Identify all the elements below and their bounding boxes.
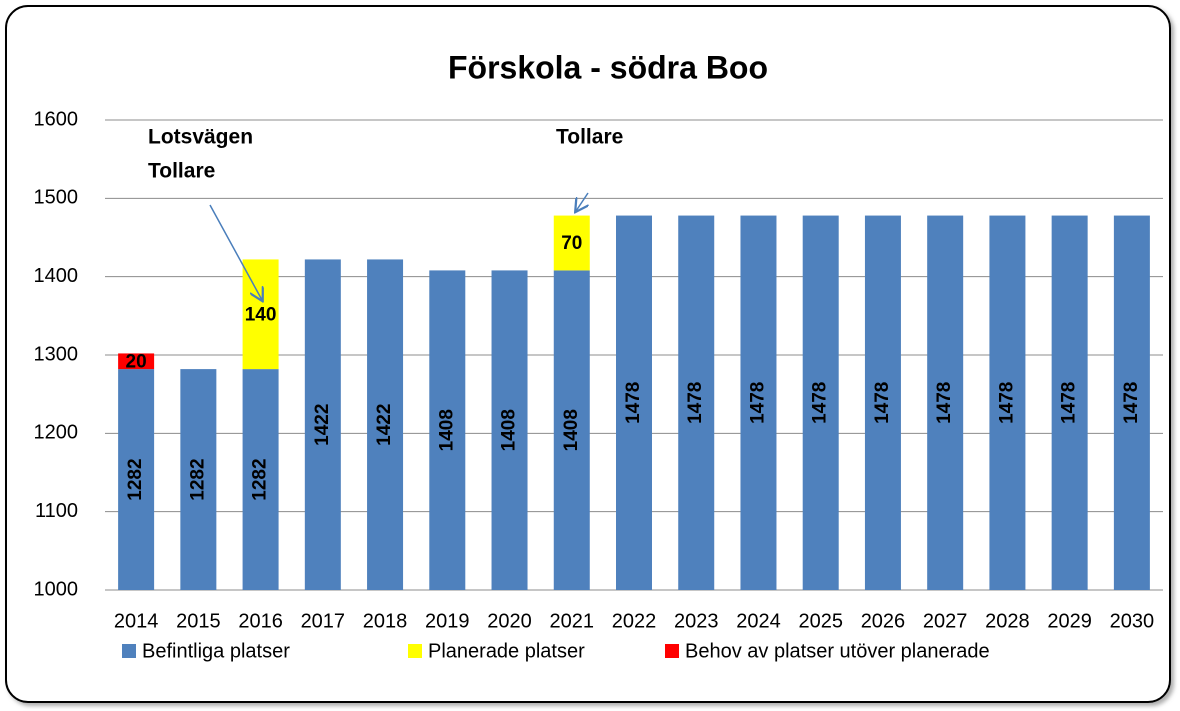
x-tick-label: 2014 (114, 610, 159, 632)
x-tick-label: 2029 (1047, 610, 1092, 632)
y-tick-label: 1200 (34, 422, 79, 444)
data-label: 1478 (996, 382, 1017, 424)
data-label: 1478 (685, 382, 706, 424)
data-label: 1408 (561, 409, 582, 451)
x-tick-label: 2024 (736, 610, 781, 632)
x-tick-label: 2030 (1110, 610, 1155, 632)
x-tick-label: 2023 (674, 610, 719, 632)
x-tick-label: 2025 (798, 610, 843, 632)
data-label: 1408 (499, 409, 520, 451)
data-label: 20 (126, 351, 147, 372)
legend-swatch (665, 644, 679, 658)
data-label: 1282 (250, 458, 271, 500)
bar-segment (118, 353, 155, 370)
data-label: 1478 (810, 382, 831, 424)
x-tick-label: 2028 (985, 610, 1030, 632)
bar-segment (864, 215, 901, 591)
legend-label: Behov av platser utöver planerade (685, 640, 990, 662)
y-tick-label: 1300 (34, 343, 79, 365)
bar-segment (118, 369, 155, 590)
data-label: 1282 (187, 458, 208, 500)
legend-swatch (408, 644, 422, 658)
bar-segment (180, 369, 217, 590)
bar-segment (553, 215, 590, 271)
x-tick-label: 2027 (923, 610, 968, 632)
x-tick-label: 2026 (861, 610, 906, 632)
data-label: 1478 (872, 382, 893, 424)
bar-segment (678, 215, 715, 591)
bar-segment (740, 215, 777, 591)
bar-segment (553, 270, 590, 590)
bar-segment (429, 270, 466, 590)
y-tick-label: 1400 (34, 265, 79, 287)
x-tick-label: 2020 (487, 610, 532, 632)
legend-swatch (122, 644, 136, 658)
x-tick-label: 2016 (238, 610, 283, 632)
data-label: 140 (245, 304, 277, 325)
chart-title: Förskola - södra Boo (448, 49, 768, 85)
data-label: 70 (561, 233, 582, 254)
bar-segment (367, 259, 404, 590)
bar-segment (927, 215, 964, 591)
bar-segment (802, 215, 839, 591)
data-label: 1422 (374, 404, 395, 446)
bar-segment (616, 215, 652, 591)
data-label: 1478 (1059, 382, 1080, 424)
bar-segment (242, 259, 279, 370)
x-tick-label: 2021 (550, 610, 595, 632)
data-label: 1478 (623, 382, 644, 424)
data-label: 1422 (312, 404, 333, 446)
data-label: 1282 (125, 458, 146, 500)
y-tick-label: 1600 (34, 108, 79, 130)
data-label: 1478 (1121, 382, 1142, 424)
y-tick-label: 1000 (34, 578, 79, 600)
bar-segment (242, 369, 279, 590)
bar-segment (304, 259, 341, 590)
legend-label: Befintliga platser (142, 640, 290, 662)
y-tick-label: 1500 (34, 187, 79, 209)
annotation: Tollare (148, 160, 215, 183)
data-label: 1478 (747, 382, 768, 424)
bar-segment (1051, 215, 1088, 591)
annotation: Tollare (556, 126, 623, 149)
annotation-arrow (209, 204, 262, 300)
x-tick-label: 2015 (176, 610, 221, 632)
x-tick-label: 2019 (425, 610, 470, 632)
data-label: 1478 (934, 382, 955, 424)
data-label: 1408 (436, 409, 457, 451)
y-tick-label: 1100 (35, 500, 78, 522)
x-tick-label: 2018 (363, 610, 408, 632)
bar-segment (989, 215, 1026, 591)
bar-segment (491, 270, 528, 590)
annotation-arrow (576, 192, 588, 211)
annotation: Lotsvägen (148, 126, 253, 149)
x-tick-label: 2022 (612, 610, 657, 632)
x-tick-label: 2017 (301, 610, 346, 632)
legend-label: Planerade platser (428, 640, 585, 662)
bar-segment (1113, 215, 1150, 591)
